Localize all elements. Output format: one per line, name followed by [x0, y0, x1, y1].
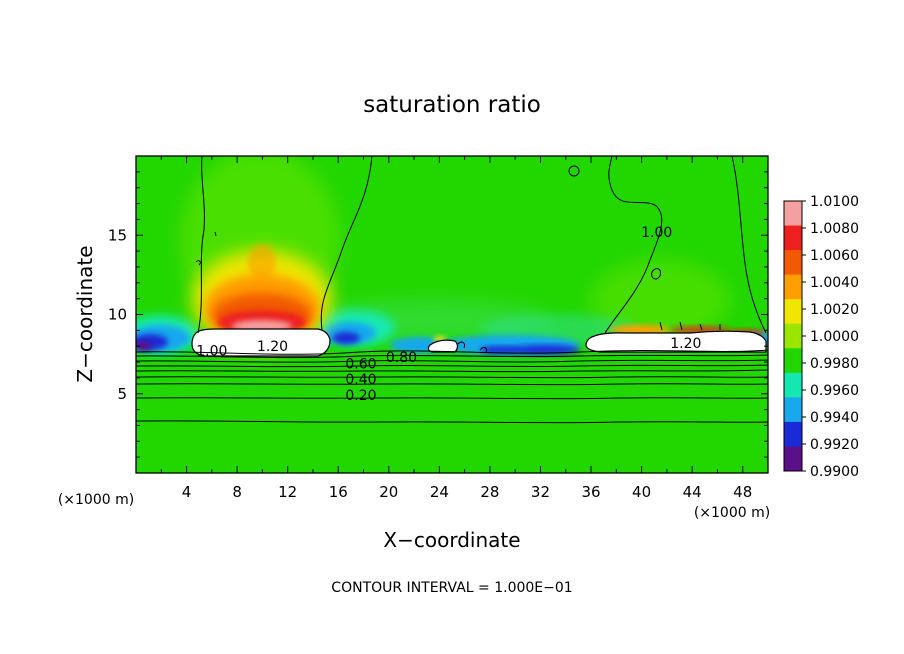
colorbar-swatch: [784, 274, 802, 300]
x-tick-label: 36: [581, 483, 600, 501]
colorbar-swatch: [784, 397, 802, 423]
contour-label: 0.40: [345, 372, 376, 388]
contour-label: 1.00: [196, 344, 227, 360]
colorbar-label: 0.9940: [810, 410, 859, 426]
x-tick-label: 28: [480, 483, 499, 501]
contour-label: 1.20: [670, 336, 701, 352]
contour-lines: [136, 156, 768, 424]
y-axis-ticks: 5 10 15: [108, 171, 768, 458]
x-tick-label: 20: [379, 483, 398, 501]
colorbar-label: 1.0060: [810, 248, 859, 264]
colorbar: 1.0100 1.0080 1.0060 1.0040 1.0020 1.0000 0.99…: [783, 194, 859, 480]
colorbar-swatch: [784, 348, 802, 374]
z-unit-label: (×1000 m): [58, 492, 134, 508]
colorbar-label: 0.9980: [810, 356, 859, 372]
chart-title: saturation ratio: [363, 92, 541, 118]
plot-area: [136, 156, 768, 473]
contour-label: 0.80: [386, 350, 417, 366]
x-tick-label: 40: [632, 483, 651, 501]
colorbar-label: 0.9960: [810, 383, 859, 399]
colorbar-label: 0.9920: [810, 437, 859, 453]
x-tick-label: 4: [182, 483, 192, 501]
x-tick-label: 24: [430, 483, 449, 501]
y-tick-label: 10: [108, 306, 127, 324]
colorbar-swatch: [784, 372, 802, 398]
colorbar-swatch: [784, 299, 802, 325]
colorbar-label: 1.0080: [810, 221, 859, 237]
y-tick-label: 5: [117, 385, 127, 403]
colorbar-label: 1.0020: [810, 302, 859, 318]
x-tick-label: 8: [232, 483, 242, 501]
y-tick-label: 15: [108, 226, 127, 244]
colorbar-swatch: [784, 201, 802, 227]
contour-label: 1.00: [641, 225, 672, 241]
colorbar-swatch: [784, 323, 802, 349]
contour-interval-note: CONTOUR INTERVAL = 1.000E−01: [331, 580, 572, 596]
colorbar-label: 1.0100: [810, 194, 859, 210]
x-tick-label: 44: [683, 483, 702, 501]
colorbar-swatch: [784, 446, 802, 472]
colorbar-label: 1.0000: [810, 329, 859, 345]
x-unit-label: (×1000 m): [694, 505, 770, 521]
x-tick-label: 12: [278, 483, 297, 501]
x-axis-ticks: 4 8 12 16 20 24 28 32 36 40 44 48: [160, 156, 752, 501]
colorbar-swatch: [784, 421, 802, 447]
colorbar-label: 0.9900: [810, 464, 859, 480]
y-axis-label: Z−coordinate: [73, 245, 97, 382]
x-tick-label: 48: [733, 483, 752, 501]
x-axis-label: X−coordinate: [383, 528, 520, 552]
contour-label: 0.60: [345, 356, 376, 372]
colorbar-swatch: [784, 225, 802, 251]
x-tick-label: 16: [329, 483, 348, 501]
cloud-regions: [191, 328, 767, 357]
contour-label: 0.20: [345, 388, 376, 404]
colorbar-label: 1.0040: [810, 275, 859, 291]
colorbar-swatch: [784, 250, 802, 276]
contour-label: 1.20: [257, 339, 288, 355]
x-tick-label: 32: [531, 483, 550, 501]
contour-labels: 1.00 1.20 0.80 0.600.400.20 1.00 1.20: [196, 225, 701, 404]
